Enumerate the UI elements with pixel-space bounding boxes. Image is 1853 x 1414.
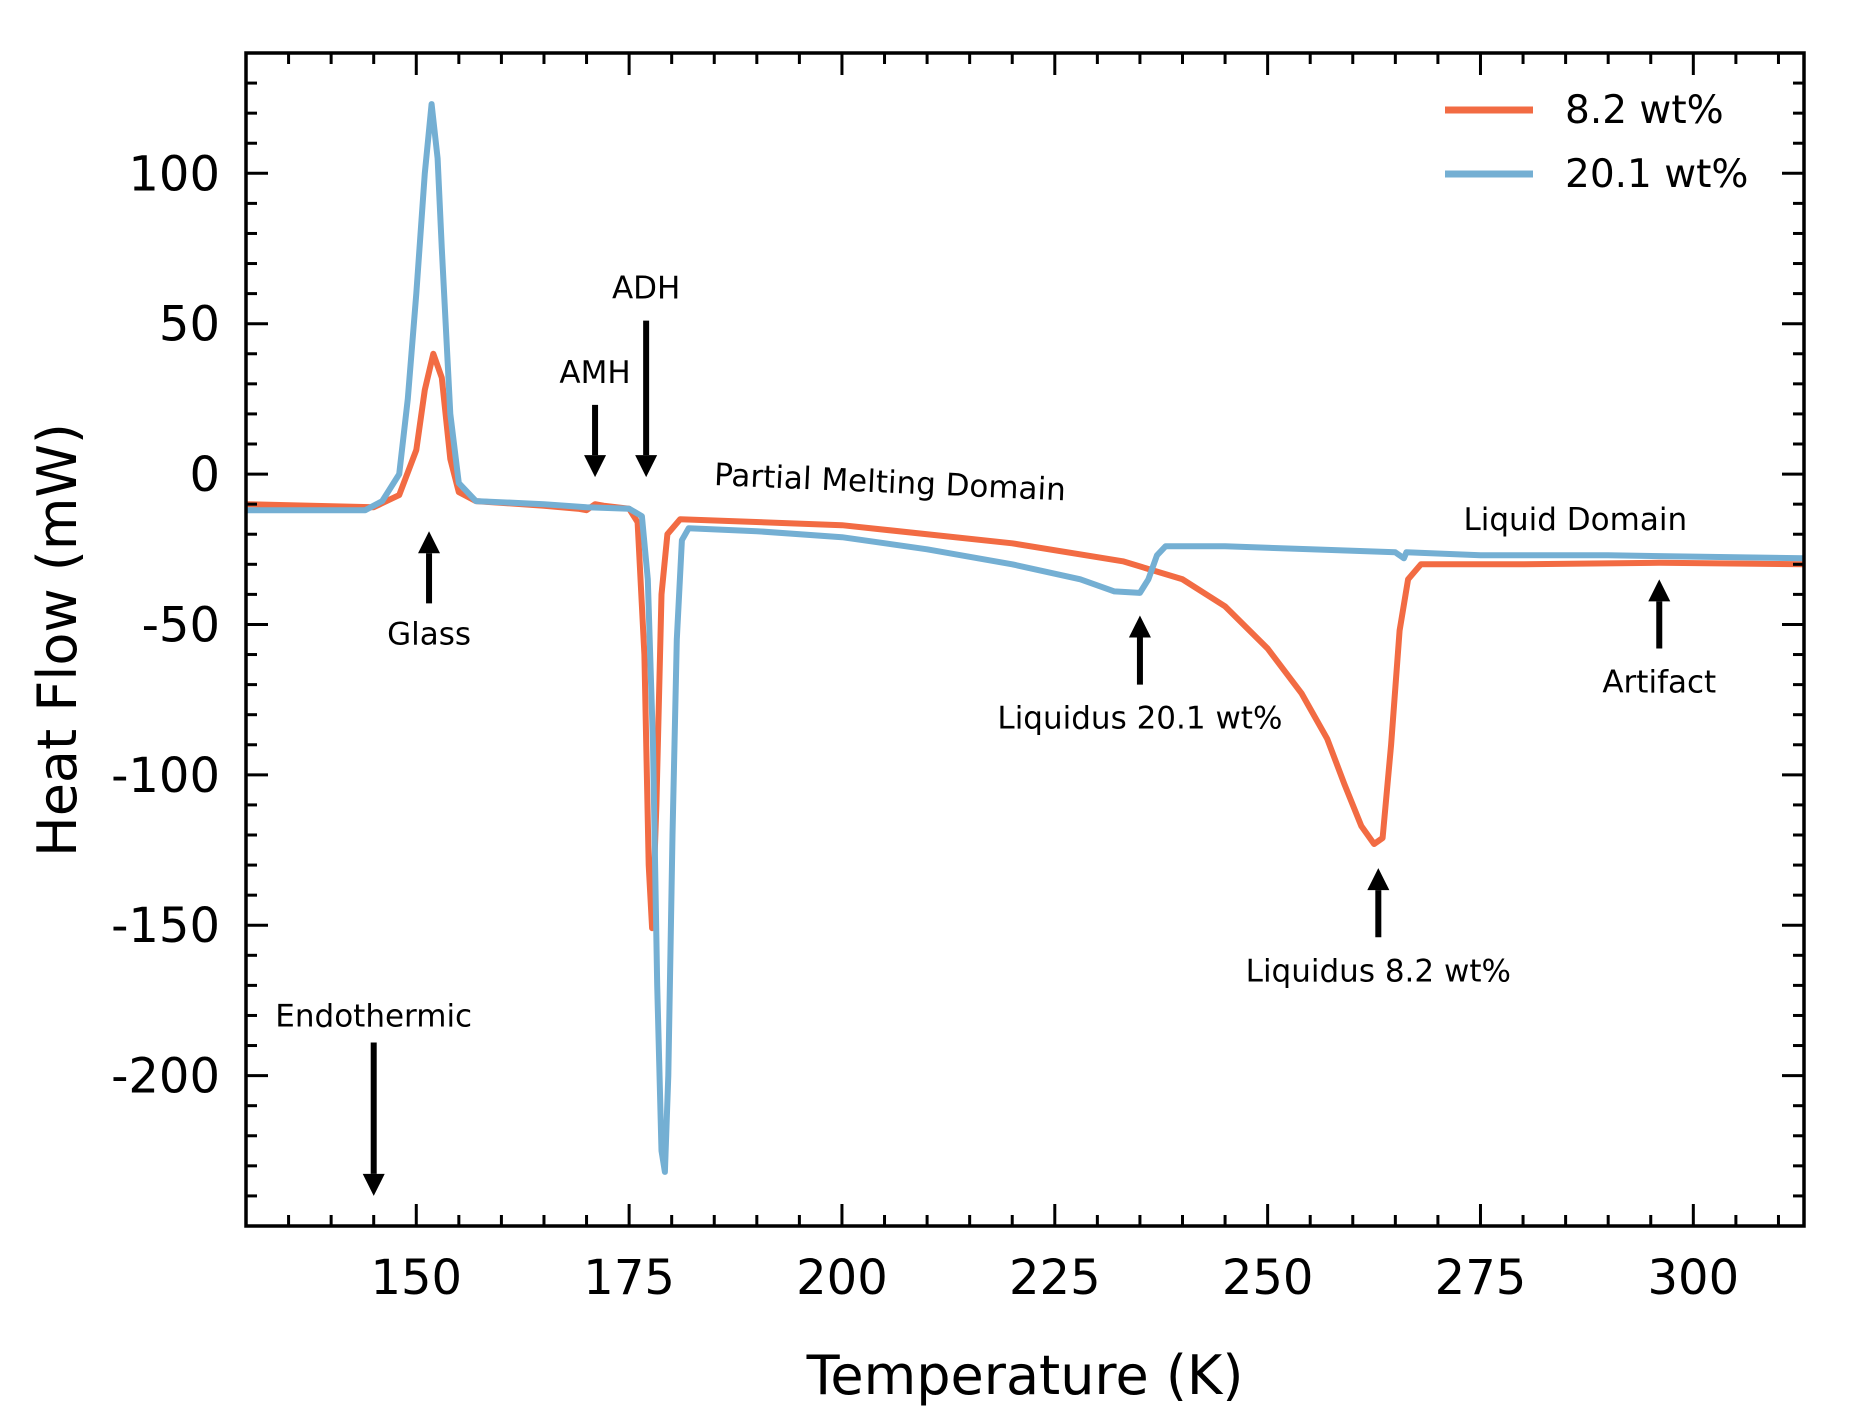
- annotation-arrow-head: [635, 455, 658, 478]
- plot-frame: [244, 51, 1806, 1228]
- annotation-label: Partial Melting Domain: [713, 457, 1066, 508]
- x-tick-label: 250: [1222, 1250, 1314, 1306]
- y-tick-label: -50: [142, 597, 220, 653]
- series-line-1: [246, 350, 1804, 932]
- x-axis-title: Temperature (K): [806, 1344, 1244, 1407]
- annotation-arrow-head: [418, 531, 441, 554]
- y-tick-label: -150: [111, 898, 220, 954]
- annotation-label: Liquidus 20.1 wt%: [997, 701, 1282, 737]
- annotation-label: AMH: [559, 355, 630, 391]
- annotations: Glass AMH ADH Partial Melting Domain Liquidu…: [275, 271, 1716, 1196]
- x-tick-label: 225: [1009, 1250, 1101, 1306]
- annotation-label: Liquid Domain: [1463, 502, 1687, 538]
- y-tick-label: 0: [189, 447, 220, 503]
- y-tick-label: -100: [111, 748, 220, 804]
- y-tick-label: -200: [111, 1049, 220, 1105]
- legend: 8.2 wt% 20.1 wt%: [1445, 88, 1748, 197]
- annotation-label: Endothermic: [275, 998, 472, 1034]
- legend-label: 8.2 wt%: [1565, 88, 1724, 133]
- annotation-label: Liquidus 8.2 wt%: [1246, 953, 1511, 989]
- x-tick-label: 150: [370, 1250, 462, 1306]
- series-layer: [246, 101, 1804, 1175]
- annotation-arrow-head: [1367, 868, 1390, 891]
- annotation-arrow-head: [1128, 615, 1151, 638]
- x-tick-label: 300: [1648, 1250, 1740, 1306]
- annotation-arrow-head: [584, 455, 607, 478]
- y-tick-label: 100: [128, 146, 220, 202]
- annotation-arrow-head: [362, 1173, 385, 1196]
- legend-label: 20.1 wt%: [1565, 152, 1748, 197]
- tick-labels: 150 175 200 225 250 275 300 100 50 0 -50 -100 -150 -2…: [111, 146, 1739, 1306]
- annotation-label: ADH: [612, 271, 680, 307]
- annotation-label: Glass: [387, 616, 471, 652]
- x-tick-label: 200: [796, 1250, 888, 1306]
- x-tick-label: 175: [583, 1250, 675, 1306]
- series-line-2: [246, 101, 1804, 1175]
- y-tick-label: 50: [159, 297, 220, 353]
- ticks-layer: [246, 51, 1804, 1226]
- y-axis-title: Heat Flow (mW): [26, 423, 89, 857]
- x-tick-label: 275: [1435, 1250, 1527, 1306]
- annotation-label: Artifact: [1602, 665, 1716, 701]
- annotation-arrow-head: [1648, 579, 1671, 602]
